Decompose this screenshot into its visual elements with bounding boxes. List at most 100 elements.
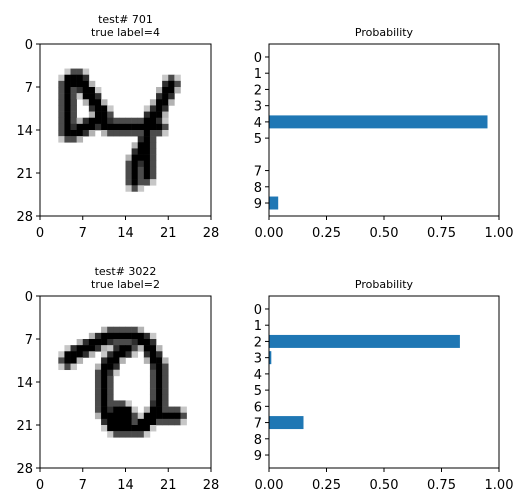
- pixel: [162, 369, 169, 377]
- pixel: [70, 123, 77, 131]
- pixel: [70, 80, 77, 88]
- pixel: [76, 339, 84, 346]
- pixel: [119, 418, 126, 426]
- pixel: [88, 351, 96, 358]
- pixel: [101, 339, 108, 346]
- x-tick-label: 7: [79, 478, 87, 493]
- pixel: [101, 105, 108, 112]
- pixel: [174, 412, 181, 420]
- y-tick-label: 4: [254, 116, 262, 131]
- pixel: [168, 93, 175, 100]
- x-tick-label: 14: [117, 478, 134, 493]
- pixel: [113, 351, 120, 358]
- pixel: [64, 93, 71, 100]
- pixel: [58, 117, 65, 125]
- pixel: [168, 74, 175, 82]
- pixel: [137, 166, 145, 174]
- pixel: [76, 80, 84, 88]
- pixel: [143, 148, 151, 155]
- y-tick-label: 0: [25, 38, 33, 53]
- pixel: [82, 74, 90, 82]
- x-tick-label: 0.75: [427, 478, 456, 493]
- pixel: [143, 357, 151, 364]
- pixel: [107, 345, 114, 352]
- pixel: [131, 345, 139, 352]
- pixel: [162, 80, 169, 88]
- pixel: [143, 179, 151, 186]
- pixel: [131, 431, 139, 438]
- pixel: [125, 160, 132, 168]
- pixel: [149, 369, 157, 377]
- x-tick-label: 7: [79, 226, 87, 241]
- pixel: [101, 357, 108, 364]
- y-tick-label: 3: [254, 100, 262, 115]
- pixel: [76, 117, 84, 125]
- pixel: [125, 123, 132, 131]
- pixel: [70, 130, 77, 137]
- pixel: [156, 394, 163, 401]
- pixel: [131, 412, 139, 420]
- pixel: [149, 99, 157, 106]
- pixel: [162, 382, 169, 389]
- pixel: [143, 117, 151, 125]
- pixel: [113, 431, 120, 438]
- pixel: [88, 111, 96, 119]
- pixel: [119, 412, 126, 420]
- pixel: [156, 130, 163, 137]
- pixel: [58, 130, 65, 137]
- pixel: [58, 136, 65, 143]
- y-tick-label: 7: [254, 165, 262, 180]
- pixel: [149, 123, 157, 131]
- pixel: [88, 99, 96, 106]
- pixel: [107, 412, 114, 420]
- pixel: [70, 68, 77, 76]
- pixel: [143, 166, 151, 174]
- pixel: [162, 406, 169, 414]
- pixel: [88, 105, 96, 112]
- pixel: [131, 142, 139, 149]
- pixel: [94, 339, 102, 346]
- pixel: [137, 160, 145, 168]
- pixel: [101, 388, 108, 395]
- pixel: [119, 117, 126, 125]
- pixel: [94, 382, 102, 389]
- pixel: [107, 382, 114, 389]
- pixel: [101, 345, 108, 352]
- pixel: [162, 357, 169, 364]
- pixel: [64, 74, 71, 82]
- pixel: [113, 130, 120, 137]
- pixel: [131, 154, 139, 162]
- pixel: [64, 136, 71, 143]
- pixel: [94, 123, 102, 131]
- pixel: [119, 345, 126, 352]
- pixel: [137, 142, 145, 149]
- pixel: [143, 142, 151, 149]
- pixel: [88, 339, 96, 346]
- pixel: [156, 93, 163, 100]
- pixel: [94, 117, 102, 125]
- pixel: [94, 87, 102, 94]
- y-tick-label: 28: [16, 210, 33, 225]
- pixel: [70, 117, 77, 125]
- pixel: [125, 431, 132, 438]
- pixel: [88, 93, 96, 100]
- bar-3: [269, 351, 272, 365]
- pixel: [149, 160, 157, 168]
- bar-9: [269, 196, 279, 210]
- pixel: [162, 123, 169, 131]
- pixel: [119, 326, 126, 334]
- pixel: [149, 111, 157, 119]
- pixel: [107, 431, 114, 438]
- pixel: [149, 357, 157, 364]
- pixel: [156, 418, 163, 426]
- pixel: [82, 130, 90, 137]
- pixel: [149, 406, 157, 414]
- x-tick-label: 1.00: [485, 226, 514, 241]
- pixel: [131, 123, 139, 131]
- pixel: [101, 123, 108, 131]
- pixel: [101, 130, 108, 137]
- pixel: [107, 130, 114, 137]
- pixel: [113, 332, 120, 340]
- pixel: [119, 357, 126, 364]
